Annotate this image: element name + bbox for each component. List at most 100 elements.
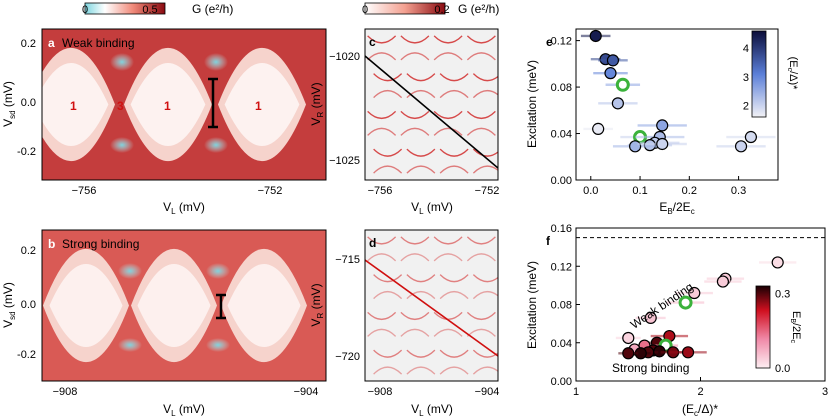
panel-c-charge-lines (367, 35, 498, 174)
panel-a-ylabel: Vsd (mV) (1, 81, 17, 127)
charge-arc (373, 73, 403, 82)
panel-c-xtick: −752 (475, 185, 500, 197)
panel-a-region-number: 1 (70, 99, 77, 113)
data-point (589, 29, 602, 43)
charge-arc (439, 73, 469, 82)
charge-arc (466, 328, 496, 337)
charge-arc (400, 127, 430, 136)
charge-arc (367, 35, 397, 44)
charge-arc (400, 253, 430, 262)
panel-a-ytick: 0.2 (21, 38, 36, 50)
charge-arc (433, 110, 463, 120)
panel-d-cut-line (365, 259, 498, 357)
panel-a-xlabel: VL (mV) (163, 200, 205, 216)
panel-b-title: Strong binding (62, 237, 139, 251)
data-point (611, 97, 624, 110)
charge-arc (439, 290, 469, 300)
panel-d-xlabel: VL (mV) (411, 402, 453, 418)
charge-arc (367, 253, 397, 262)
panel-d: d −715 −720 −908 −904 VL (mV) VR (mV) (309, 229, 500, 418)
charge-arc (400, 110, 430, 120)
charge-arc (373, 165, 403, 174)
panel-e-colorbar-ticks: 2 3 4 (743, 43, 749, 112)
panel-a-coulomb-diamonds (42, 47, 306, 162)
x-tick-label: 0.0 (583, 185, 598, 197)
panel-c-xtick: −756 (368, 185, 393, 197)
colorbar-mid-min: 0 (362, 4, 368, 16)
panel-f-xlabel: (Ec/Δ)* (682, 402, 718, 418)
charge-arc (433, 328, 463, 337)
panel-f-letter: f (546, 234, 551, 248)
data-point (681, 346, 695, 359)
charge-arc (406, 366, 436, 375)
panel-f-colorbar-ticks: 0.0 0.3 (775, 288, 790, 375)
panel-c: c −1020 −1025 −756 −752 VL (mV) VR (mV) (309, 28, 500, 216)
x-tick-label: 2 (697, 386, 703, 398)
panel-b-frame (41, 229, 327, 382)
panel-b-ytick: 0.0 (21, 299, 36, 311)
panel-b-xtick: −904 (294, 386, 319, 398)
panel-f: f 1 2 30.000.040.080.120.16 0.00.3 EB/2Ec … (525, 223, 828, 418)
panel-b: b Strong binding 0.2 0.0 -0.2 −908 −904 … (1, 229, 327, 418)
charge-arc (400, 328, 430, 337)
panel-a-ytick: 0.0 (21, 97, 36, 109)
charge-arc (472, 349, 498, 358)
panel-e-ylabel: Excitation (meV) (525, 60, 539, 148)
panel-a-region-number: 3 (117, 99, 124, 113)
charge-arc (406, 89, 436, 99)
colorbar-top-gradient (84, 2, 166, 15)
panel-b-subgap-blob (118, 338, 142, 352)
charge-arc (367, 236, 397, 245)
colorbar-tick-label: 3 (743, 72, 749, 84)
panel-e-letter: e (546, 35, 553, 49)
charge-arc (367, 127, 397, 136)
panel-c-frame (364, 28, 499, 181)
charge-arc (472, 73, 498, 82)
y-tick-label: 0.04 (551, 338, 572, 350)
colorbar-top-min: 0 (82, 4, 88, 16)
charge-arc (373, 290, 403, 300)
panel-a-frame (41, 28, 327, 181)
charge-arc (433, 35, 463, 44)
panel-f-ylabel: Excitation (meV) (525, 261, 539, 349)
panel-f-axes: 1 2 3 0.00 0.04 0.08 0.12 0.16 (551, 223, 828, 398)
x-tick-label: 3 (822, 386, 828, 398)
x-tick-label: 1 (573, 386, 579, 398)
panel-a-region-number: 1 (255, 99, 262, 113)
coulomb-diamond (42, 63, 109, 146)
coulomb-diamond (130, 62, 206, 147)
panel-c-cut-line (365, 55, 498, 169)
panel-d-charge-lines (367, 236, 498, 375)
y-tick-label: 0.00 (551, 376, 572, 388)
charge-arc (400, 35, 430, 44)
panel-a-subgap-blob (204, 53, 228, 71)
panel-c-letter: c (369, 35, 376, 49)
charge-arc (466, 52, 496, 61)
data-point (629, 140, 642, 153)
panel-d-xtick: −904 (475, 386, 500, 398)
charge-arc (406, 274, 436, 283)
charge-arc (472, 148, 498, 157)
data-point (606, 54, 620, 67)
charge-arc (439, 148, 469, 157)
data-point (656, 137, 669, 151)
charge-arc (400, 311, 430, 321)
panel-a-subgap-blob (110, 137, 134, 153)
panel-f-frame (575, 227, 826, 382)
panel-c-ytick: −1025 (329, 155, 360, 167)
panel-a-xtick: −756 (72, 185, 97, 197)
data-point (744, 130, 758, 144)
panel-a-title: Weak binding (62, 36, 135, 50)
x-tick-label: 0.1 (632, 185, 647, 197)
data-point (604, 67, 617, 80)
panel-c-xlabel: VL (mV) (411, 200, 453, 216)
charge-arc (433, 236, 463, 245)
x-tick-label: 0.2 (682, 185, 697, 197)
panel-d-xtick: −908 (368, 386, 393, 398)
colorbar-tick-label: 0.0 (775, 363, 790, 375)
charge-arc (400, 52, 430, 61)
panel-b-ylabel: Vsd (mV) (1, 282, 17, 328)
charge-arc (466, 127, 496, 136)
data-point (656, 119, 669, 132)
